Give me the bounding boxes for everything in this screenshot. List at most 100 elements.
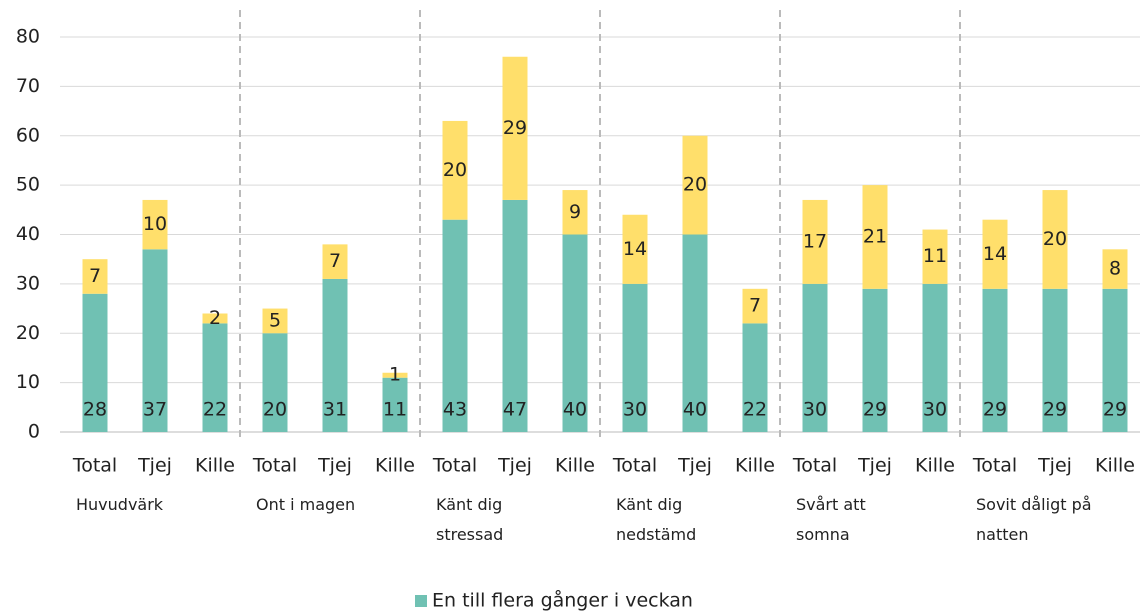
group-label: Sovit dåligt på natten: [976, 495, 1092, 544]
bar-segment: [442, 120, 468, 220]
y-tick-label: 10: [16, 371, 40, 393]
group-label: Huvudvärk: [76, 495, 164, 514]
y-tick-label: 60: [16, 124, 40, 146]
x-tick-label: Total: [432, 455, 477, 477]
bar-segment: [442, 219, 468, 432]
data-label: 1: [389, 364, 401, 386]
x-tick-label: Total: [972, 455, 1017, 477]
data-label: 20: [263, 399, 287, 421]
bar-segment: [1042, 190, 1068, 289]
data-label: 14: [983, 243, 1007, 265]
group-label-line: natten: [976, 525, 1028, 544]
bar-segment: [622, 214, 648, 284]
x-tick-label: Tjej: [677, 455, 712, 477]
bar-segment: [322, 278, 348, 432]
data-label: 29: [1103, 399, 1127, 421]
bar-segment: [862, 288, 888, 432]
bar-segment: [202, 313, 228, 324]
x-tick-label: Total: [612, 455, 657, 477]
x-tick-label: Total: [252, 455, 297, 477]
y-tick-label: 50: [16, 174, 40, 196]
data-label: 29: [1043, 399, 1067, 421]
data-label: 28: [83, 399, 107, 421]
x-tick-label: Tjej: [857, 455, 892, 477]
x-tick-label: Tjej: [137, 455, 172, 477]
x-tick-label: Kille: [1095, 455, 1135, 477]
bar-segment: [622, 283, 648, 432]
bar-segment: [742, 288, 768, 324]
data-label: 31: [323, 399, 347, 421]
data-label: 9: [569, 201, 581, 223]
bar-segment: [1042, 288, 1068, 432]
bar-segment: [1102, 288, 1128, 432]
x-tick-label: Kille: [375, 455, 415, 477]
data-label: 8: [1109, 258, 1121, 280]
data-label: 20: [1043, 228, 1067, 250]
data-label: 7: [329, 250, 341, 272]
data-label: 40: [683, 399, 707, 421]
data-label: 30: [623, 399, 647, 421]
group-label-line: nedstämd: [616, 525, 696, 544]
y-tick-label: 80: [16, 26, 40, 48]
x-tick-label: Total: [792, 455, 837, 477]
group-label-line: Ont i magen: [256, 495, 355, 514]
bar-segment: [862, 185, 888, 289]
bar-segment: [682, 234, 708, 432]
group-label-line: Känt dig: [616, 495, 682, 514]
bar-segment: [502, 199, 528, 432]
x-tick-label: Kille: [195, 455, 235, 477]
data-label: 17: [803, 230, 827, 252]
x-tick-label: Kille: [555, 455, 595, 477]
data-label: 11: [923, 245, 947, 267]
group-label-line: somna: [796, 525, 850, 544]
x-tick-label: Tjej: [1037, 455, 1072, 477]
data-label: 2: [209, 307, 221, 329]
data-label: 43: [443, 399, 467, 421]
bar-segment: [382, 372, 408, 378]
data-label: 14: [623, 238, 647, 260]
y-tick-label: 30: [16, 272, 40, 294]
bar-segment: [562, 234, 588, 432]
bar-segment: [142, 199, 168, 250]
data-label: 20: [683, 174, 707, 196]
y-tick-label: 40: [16, 223, 40, 245]
bar-segment: [202, 323, 228, 432]
bar-segment: [742, 323, 768, 432]
data-label: 7: [749, 295, 761, 317]
data-label: 20: [443, 159, 467, 181]
data-label: 7: [89, 265, 101, 287]
data-label: 29: [983, 399, 1007, 421]
bar-segment: [262, 333, 288, 432]
data-label: 47: [503, 399, 527, 421]
bar-segment: [322, 244, 348, 279]
data-label: 29: [863, 399, 887, 421]
bar-segment: [802, 199, 828, 284]
bar-segment: [82, 259, 108, 294]
data-label: 30: [923, 399, 947, 421]
group-label: Ont i magen: [256, 495, 355, 514]
bar-segment: [922, 283, 948, 432]
group-label-line: stressad: [436, 525, 503, 544]
bar-segment: [82, 293, 108, 432]
group-label-line: Svårt att: [796, 495, 866, 514]
bar-segment: [562, 190, 588, 235]
data-label: 30: [803, 399, 827, 421]
group-label-line: Känt dig: [436, 495, 502, 514]
y-tick-label: 70: [16, 75, 40, 97]
bar-segment: [502, 56, 528, 200]
bar-segment: [802, 283, 828, 432]
data-label: 11: [383, 399, 407, 421]
y-tick-label: 20: [16, 322, 40, 344]
data-label: 37: [143, 399, 167, 421]
x-tick-label: Total: [72, 455, 117, 477]
bar-segment: [142, 249, 168, 432]
group-label: Känt dig stressad: [436, 495, 503, 544]
legend-label: En till flera gånger i veckan: [432, 589, 693, 612]
legend-swatch: [415, 595, 427, 607]
bar-segment: [682, 135, 708, 235]
bar-segment: [922, 229, 948, 284]
data-label: 21: [863, 225, 887, 247]
data-label: 40: [563, 399, 587, 421]
group-label: Svårt att somna: [796, 495, 866, 544]
